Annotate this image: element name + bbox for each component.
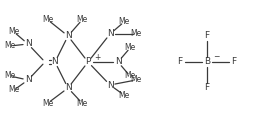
Text: F: F: [231, 58, 237, 67]
Text: Me: Me: [118, 18, 130, 26]
Text: B: B: [204, 58, 210, 67]
Text: P: P: [85, 58, 91, 67]
Text: Me: Me: [130, 29, 142, 39]
Text: Me: Me: [4, 72, 16, 81]
Text: Me: Me: [124, 43, 136, 53]
Text: −: −: [213, 53, 219, 61]
Text: Me: Me: [42, 99, 54, 108]
Text: Me: Me: [42, 15, 54, 24]
Text: Me: Me: [76, 99, 88, 108]
Text: N: N: [25, 40, 31, 48]
Text: N: N: [64, 31, 71, 40]
Text: N: N: [25, 75, 31, 84]
Text: Me: Me: [8, 86, 20, 94]
Text: N: N: [107, 81, 113, 89]
Text: N: N: [115, 58, 121, 67]
Text: Me: Me: [118, 91, 130, 100]
Text: Me: Me: [76, 15, 88, 24]
Text: F: F: [204, 31, 209, 40]
Text: N: N: [107, 29, 113, 39]
Text: Me: Me: [8, 28, 20, 37]
Text: F: F: [204, 83, 209, 92]
Text: Me: Me: [4, 42, 16, 50]
Text: N: N: [64, 83, 71, 92]
Text: Me: Me: [130, 75, 142, 84]
Text: N: N: [52, 58, 58, 67]
Text: Me: Me: [124, 72, 136, 81]
Text: F: F: [178, 58, 183, 67]
Text: +: +: [94, 53, 100, 61]
